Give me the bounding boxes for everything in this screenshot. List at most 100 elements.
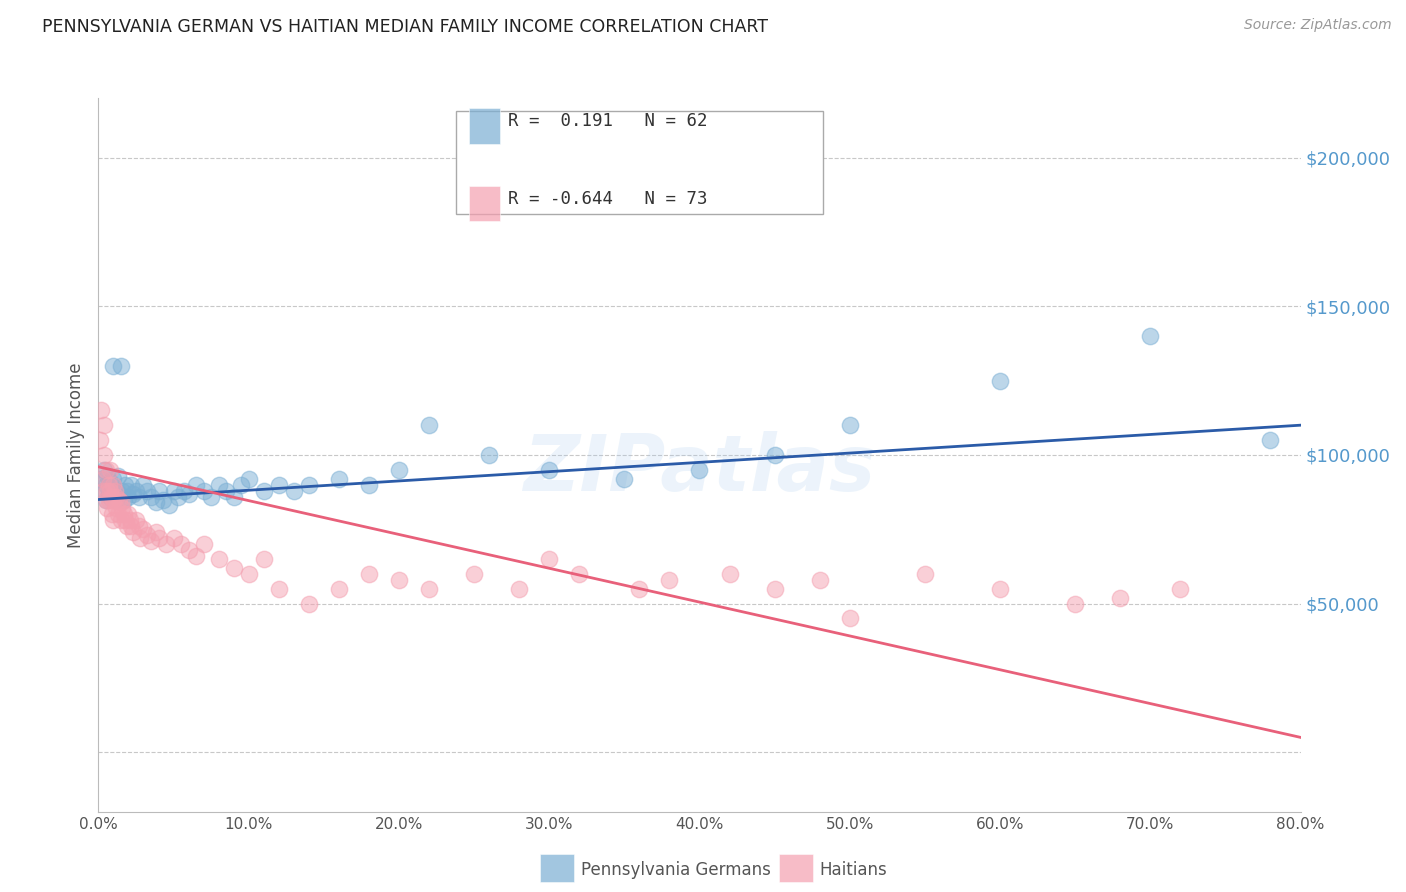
- Point: [1109, 591, 1132, 605]
- Point: [93, 418, 115, 433]
- Point: [1139, 329, 1161, 343]
- Point: [157, 499, 180, 513]
- Point: [93, 448, 115, 462]
- Point: [231, 477, 253, 491]
- Point: [132, 477, 155, 491]
- Point: [170, 537, 193, 551]
- Point: [112, 508, 135, 522]
- Point: [104, 483, 127, 498]
- Point: [105, 492, 128, 507]
- Text: Source: ZipAtlas.com: Source: ZipAtlas.com: [1244, 18, 1392, 32]
- Point: [148, 483, 170, 498]
- Point: [267, 477, 290, 491]
- Point: [298, 477, 321, 491]
- Point: [100, 475, 122, 489]
- Point: [103, 472, 125, 486]
- Point: [117, 508, 139, 522]
- Point: [97, 486, 120, 500]
- Point: [914, 566, 936, 581]
- Point: [478, 448, 501, 462]
- Point: [222, 561, 245, 575]
- Point: [148, 531, 170, 545]
- Point: [177, 486, 200, 500]
- Point: [110, 495, 132, 509]
- Point: [100, 483, 122, 498]
- Point: [121, 519, 143, 533]
- Point: [117, 490, 139, 504]
- Point: [388, 573, 411, 587]
- Point: [90, 403, 112, 417]
- Point: [463, 566, 485, 581]
- Point: [100, 463, 122, 477]
- Point: [238, 472, 260, 486]
- Point: [208, 552, 231, 566]
- Point: [357, 566, 380, 581]
- Point: [91, 483, 114, 498]
- Point: [208, 477, 231, 491]
- Point: [238, 566, 260, 581]
- Point: [97, 477, 120, 491]
- Point: [125, 483, 148, 498]
- Point: [105, 501, 128, 516]
- Point: [328, 472, 350, 486]
- Point: [418, 582, 440, 596]
- Point: [118, 513, 141, 527]
- Point: [658, 573, 681, 587]
- Point: [103, 492, 125, 507]
- Point: [112, 492, 135, 507]
- Point: [298, 597, 321, 611]
- Point: [97, 492, 120, 507]
- Point: [988, 582, 1011, 596]
- Point: [129, 531, 152, 545]
- Y-axis label: Median Family Income: Median Family Income: [67, 362, 86, 548]
- Point: [103, 477, 125, 491]
- Point: [135, 528, 157, 542]
- Point: [215, 483, 238, 498]
- Point: [96, 501, 118, 516]
- Point: [100, 490, 122, 504]
- Point: [104, 483, 127, 498]
- Point: [122, 486, 145, 500]
- Point: [1260, 433, 1282, 447]
- Point: [128, 519, 150, 533]
- Point: [125, 513, 148, 527]
- Point: [122, 525, 145, 540]
- Point: [152, 492, 174, 507]
- Point: [763, 448, 786, 462]
- Point: [108, 486, 131, 500]
- Point: [96, 483, 118, 498]
- Point: [155, 537, 177, 551]
- Text: PENNSYLVANIA GERMAN VS HAITIAN MEDIAN FAMILY INCOME CORRELATION CHART: PENNSYLVANIA GERMAN VS HAITIAN MEDIAN FA…: [42, 18, 768, 36]
- Point: [162, 483, 184, 498]
- Text: R = -0.644   N = 73: R = -0.644 N = 73: [509, 190, 707, 208]
- Point: [139, 490, 162, 504]
- Point: [90, 472, 112, 486]
- Point: [114, 477, 136, 491]
- Point: [222, 490, 245, 504]
- Point: [253, 552, 276, 566]
- Point: [91, 483, 114, 498]
- Point: [508, 582, 530, 596]
- Point: [93, 463, 115, 477]
- Point: [107, 468, 129, 483]
- Point: [184, 477, 207, 491]
- Point: [689, 463, 711, 477]
- Point: [101, 483, 124, 498]
- Point: [167, 490, 190, 504]
- Point: [94, 492, 117, 507]
- Point: [200, 490, 222, 504]
- Point: [96, 468, 118, 483]
- Point: [111, 483, 134, 498]
- Point: [388, 463, 411, 477]
- Point: [838, 418, 860, 433]
- Point: [101, 508, 124, 522]
- Point: [357, 477, 380, 491]
- Point: [103, 359, 125, 373]
- Point: [145, 525, 167, 540]
- Point: [145, 495, 167, 509]
- Point: [838, 611, 860, 625]
- Point: [193, 537, 215, 551]
- Text: Pennsylvania Germans: Pennsylvania Germans: [581, 861, 770, 879]
- Point: [107, 508, 129, 522]
- Point: [105, 490, 128, 504]
